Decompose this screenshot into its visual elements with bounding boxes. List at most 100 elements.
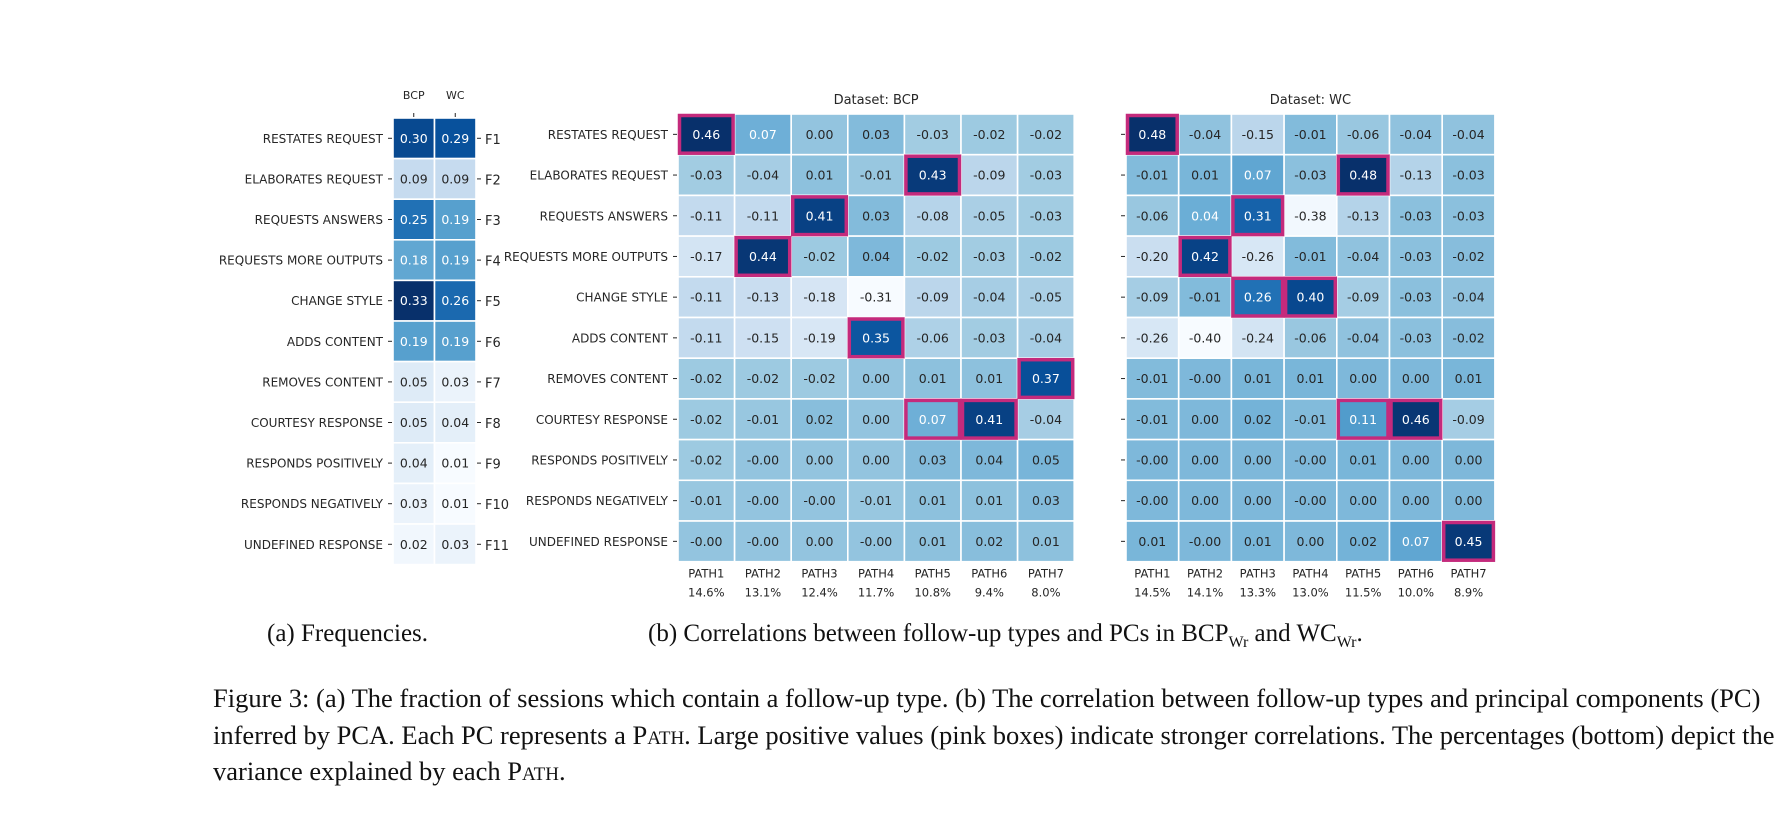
bcp-cell-value: 0.01 (1032, 534, 1060, 549)
wc-cell (1441, 235, 1496, 278)
highlight-box (1389, 398, 1443, 440)
wc-cell (1441, 357, 1496, 400)
frequency-cell-value: 0.19 (441, 253, 469, 268)
row-label: COURTESY RESPONSE (251, 416, 383, 430)
row-label: CHANGE STYLE (291, 294, 383, 308)
frequency-cell (392, 157, 436, 201)
wc-cell-value: 0.00 (1349, 493, 1377, 508)
wc-cell (1125, 113, 1180, 156)
column-variance: 9.4% (975, 586, 1004, 600)
frequency-cell (433, 157, 477, 201)
bcp-cell-value: -0.31 (860, 290, 892, 305)
row-label: UNDEFINED RESPONSE (529, 535, 668, 549)
wc-cell-value: -0.04 (1452, 127, 1484, 142)
bcp-cell-value: 0.01 (919, 493, 947, 508)
highlight-box (1441, 520, 1496, 562)
bcp-cell (1016, 438, 1075, 482)
wc-cell-value: -0.04 (1347, 249, 1379, 264)
bcp-cell (1016, 153, 1075, 197)
column-label: PATH5 (1345, 567, 1381, 581)
column-variance: 12.4% (801, 586, 838, 600)
frequency-cell (433, 360, 477, 404)
wc-cell (1125, 316, 1180, 360)
bcp-cell (790, 153, 849, 197)
bcp-cell (846, 275, 906, 319)
frequency-cell-value: 0.05 (400, 415, 428, 430)
frequency-cell-value: 0.25 (400, 212, 428, 227)
bcp-cell-value: -0.02 (1030, 249, 1062, 264)
row-label: REQUESTS MORE OUTPUTS (504, 250, 668, 264)
bcp-cell-value: -0.00 (803, 493, 835, 508)
wc-cell (1388, 113, 1444, 156)
bcp-cell-value: -0.08 (917, 208, 949, 223)
wc-cell (1388, 316, 1444, 360)
bcp-cell (733, 153, 792, 197)
wc-cell-value: 0.00 (1244, 493, 1272, 508)
frequency-cell-value: 0.33 (400, 293, 428, 308)
frequency-cell-value: 0.19 (441, 334, 469, 349)
column-label: BCP (403, 89, 425, 102)
bcp-cell-value: 0.43 (919, 168, 947, 183)
bcp-cell-value: -0.03 (973, 249, 1005, 264)
wc-cell (1336, 113, 1391, 156)
row-label: RESPONDS NEGATIVELY (526, 494, 669, 508)
frequency-cell-value: 0.03 (441, 537, 469, 552)
row-label: REQUESTS ANSWERS (255, 213, 383, 227)
frequency-cell-value: 0.30 (400, 131, 428, 146)
row-label: RESTATES REQUEST (263, 132, 384, 146)
wc-cell-value: 0.01 (1244, 371, 1272, 386)
wc-cell-value: -0.02 (1452, 249, 1484, 264)
frequency-cell-value: 0.29 (441, 131, 469, 146)
bcp-cell-value: -0.02 (803, 371, 835, 386)
wc-cell (1230, 479, 1285, 522)
bcp-cell-value: 0.35 (862, 330, 890, 345)
wc-cell (1177, 113, 1233, 156)
bcp-cell (733, 194, 792, 237)
bcp-cell-value: 0.03 (862, 127, 890, 142)
bcp-cell (846, 194, 906, 237)
caption-part3: . (558, 756, 566, 786)
wc-cell-value: -0.03 (1400, 208, 1432, 223)
wc-cell (1230, 520, 1285, 563)
bcp-cell-value: 0.41 (975, 412, 1003, 427)
wc-cell-value: -0.01 (1189, 290, 1221, 305)
wc-cell (1336, 479, 1391, 522)
bcp-cell (903, 275, 962, 319)
bcp-cell (903, 520, 962, 563)
right-label: F1 (485, 133, 501, 148)
bcp-cell-value: -0.00 (860, 534, 892, 549)
wc-cell-value: -0.06 (1294, 330, 1326, 345)
wc-cell (1283, 235, 1338, 278)
bcp-cell-value: -0.13 (747, 290, 779, 305)
subcaption-a: (a) Frequencies. (267, 620, 429, 647)
row-label: REMOVES CONTENT (547, 372, 668, 386)
bcp-cell-value: -0.01 (860, 493, 892, 508)
wc-cell-value: 0.00 (1455, 452, 1483, 467)
highlight-box (1336, 154, 1390, 196)
bcp-cell-value: 0.00 (862, 371, 890, 386)
frequency-cell-value: 0.19 (400, 334, 428, 349)
bcp-cell-value: 0.00 (806, 127, 834, 142)
bcp-cell-value: -0.02 (747, 371, 779, 386)
wc-cell (1125, 438, 1180, 482)
bcp-cell-value: 0.41 (806, 208, 834, 223)
bcp-cell-value: 0.03 (1032, 493, 1060, 508)
bcp-cell-value: -0.09 (973, 168, 1005, 183)
bcp-cell (960, 357, 1019, 400)
row-label: REQUESTS MORE OUTPUTS (219, 254, 383, 268)
bcp-cell (960, 520, 1019, 563)
bcp-cell (1016, 235, 1075, 278)
bcp-cell-value: -0.03 (690, 168, 722, 183)
row-label: RESPONDS POSITIVELY (246, 457, 383, 471)
bcp-cell-value: 0.03 (919, 452, 947, 467)
bcp-cell (960, 275, 1019, 319)
wc-cell-value: 0.01 (1191, 168, 1219, 183)
column-label: PATH4 (858, 567, 894, 581)
highlight-box (1178, 235, 1232, 278)
frequency-cell-value: 0.18 (400, 253, 428, 268)
wc-cell-value: 0.00 (1349, 371, 1377, 386)
bcp-cell-value: -0.02 (973, 127, 1005, 142)
wc-cell-value: -0.04 (1189, 127, 1221, 142)
bcp-cell-value: -0.04 (973, 290, 1005, 305)
bcp-cell-value: -0.04 (1030, 330, 1062, 345)
